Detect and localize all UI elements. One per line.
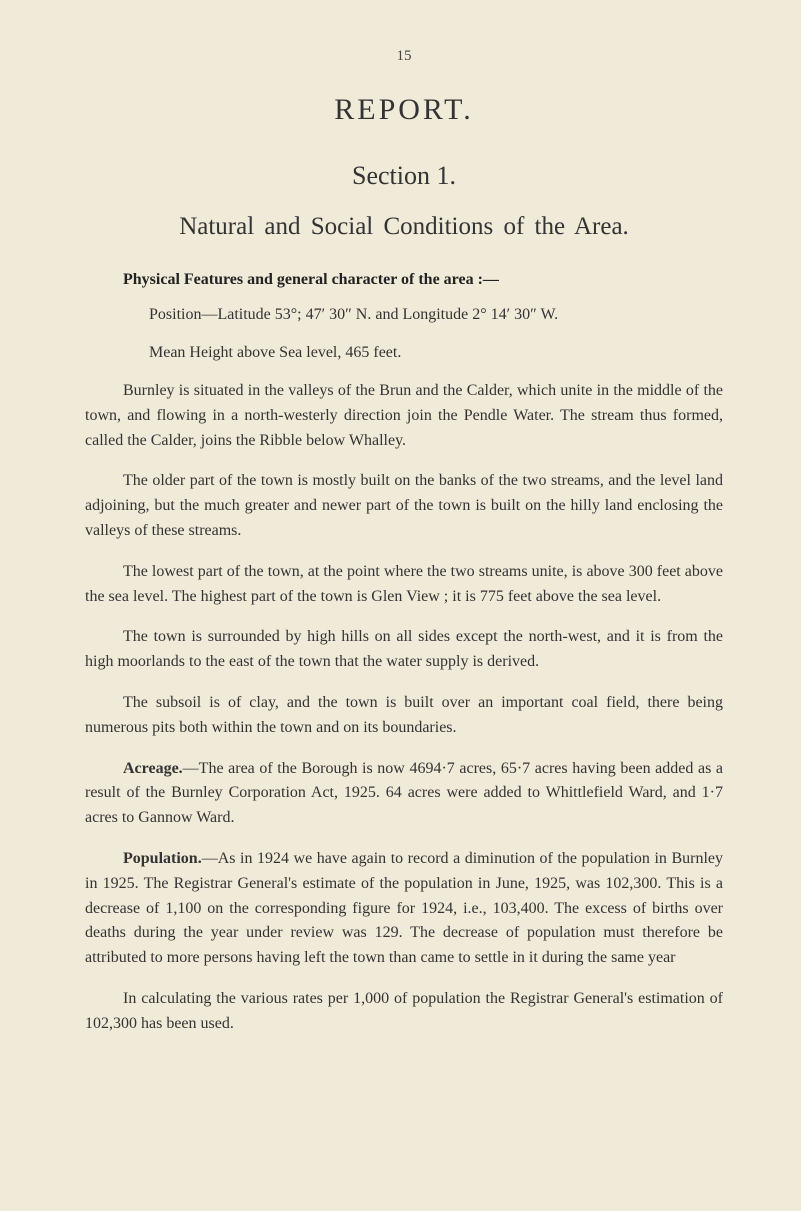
report-title: REPORT.: [85, 93, 723, 127]
paragraph-older-part: The older part of the town is mostly bui…: [85, 469, 723, 543]
population-label: Population.: [123, 850, 202, 867]
population-text: —As in 1924 we have again to record a di…: [85, 850, 723, 966]
chapter-title: Natural and Social Conditions of the Are…: [85, 213, 723, 241]
heading-physical-features: Physical Features and general character …: [85, 271, 723, 289]
paragraph-subsoil: The subsoil is of clay, and the town is …: [85, 691, 723, 741]
position-line: Position—Latitude 53°; 47′ 30″ N. and Lo…: [85, 303, 723, 327]
mean-height-line: Mean Height above Sea level, 465 feet.: [85, 341, 723, 365]
paragraph-surrounded: The town is surrounded by high hills on …: [85, 625, 723, 675]
paragraph-burnley: Burnley is situated in the valleys of th…: [85, 379, 723, 453]
paragraph-acreage: Acreage.—The area of the Borough is now …: [85, 757, 723, 831]
paragraph-lowest-part: The lowest part of the town, at the poin…: [85, 560, 723, 610]
paragraph-population: Population.—As in 1924 we have again to …: [85, 847, 723, 971]
page-number: 15: [85, 48, 723, 65]
acreage-label: Acreage.: [123, 760, 183, 777]
section-title: Section 1.: [85, 161, 723, 191]
paragraph-calculating: In calculating the various rates per 1,0…: [85, 987, 723, 1037]
